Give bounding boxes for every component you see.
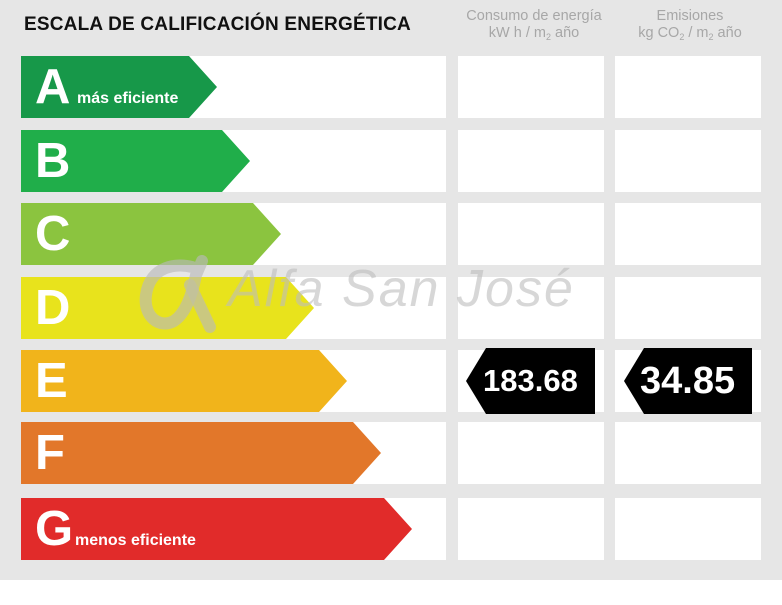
scale-row-b: B	[0, 130, 782, 192]
rating-sublabel: más eficiente	[77, 90, 179, 107]
scale-row-f: F	[0, 422, 782, 484]
emissions-cell	[615, 498, 761, 560]
rating-arrow-c: C	[21, 203, 281, 265]
energy-cell	[458, 498, 604, 560]
rating-letter: F	[35, 426, 65, 480]
emissions-rating-badge: 34.85	[624, 348, 752, 414]
energy-consumption-header: Consumo de energía kW h / m2 año	[458, 8, 610, 46]
rating-letter: E	[35, 354, 68, 408]
rating-arrow-d: D	[21, 277, 314, 339]
energy-cell	[458, 422, 604, 484]
energy-rating-badge: 183.68	[466, 348, 595, 414]
emissions-cell	[615, 56, 761, 118]
rating-letter: G	[35, 502, 74, 556]
emissions-cell	[615, 203, 761, 265]
emissions-cell	[615, 422, 761, 484]
rating-letter: A	[35, 60, 71, 114]
emissions-cell	[615, 277, 761, 339]
rating-arrow-f: F	[21, 422, 381, 484]
energy-header-unit: kW h / m2 año	[488, 25, 580, 42]
rating-letter: D	[35, 281, 71, 335]
emissions-value: 34.85	[640, 360, 736, 402]
energy-certificate-panel: ESCALA DE CALIFICACIÓN ENERGÉTICA Consum…	[0, 0, 782, 580]
rating-letter: C	[35, 207, 71, 261]
emissions-header: Emisiones kg CO2 / m2 año	[614, 8, 766, 46]
page-title: ESCALA DE CALIFICACIÓN ENERGÉTICA	[24, 14, 411, 35]
scale-row-c: C	[0, 203, 782, 265]
energy-value: 183.68	[483, 363, 578, 398]
energy-header-line1: Consumo de energía	[466, 8, 602, 24]
emissions-header-unit: kg CO2 / m2 año	[638, 25, 742, 42]
energy-cell	[458, 203, 604, 265]
emissions-cell	[615, 130, 761, 192]
rating-sublabel: menos eficiente	[75, 532, 196, 549]
energy-cell	[458, 56, 604, 118]
emissions-header-line1: Emisiones	[656, 8, 724, 24]
energy-cell	[458, 130, 604, 192]
rating-arrow-e: E	[21, 350, 347, 412]
rating-letter: B	[35, 134, 71, 188]
energy-cell	[458, 277, 604, 339]
scale-row-e: E 183.68 34.85	[0, 348, 782, 414]
rating-arrow-b: B	[21, 130, 250, 192]
scale-row-d: D	[0, 277, 782, 339]
